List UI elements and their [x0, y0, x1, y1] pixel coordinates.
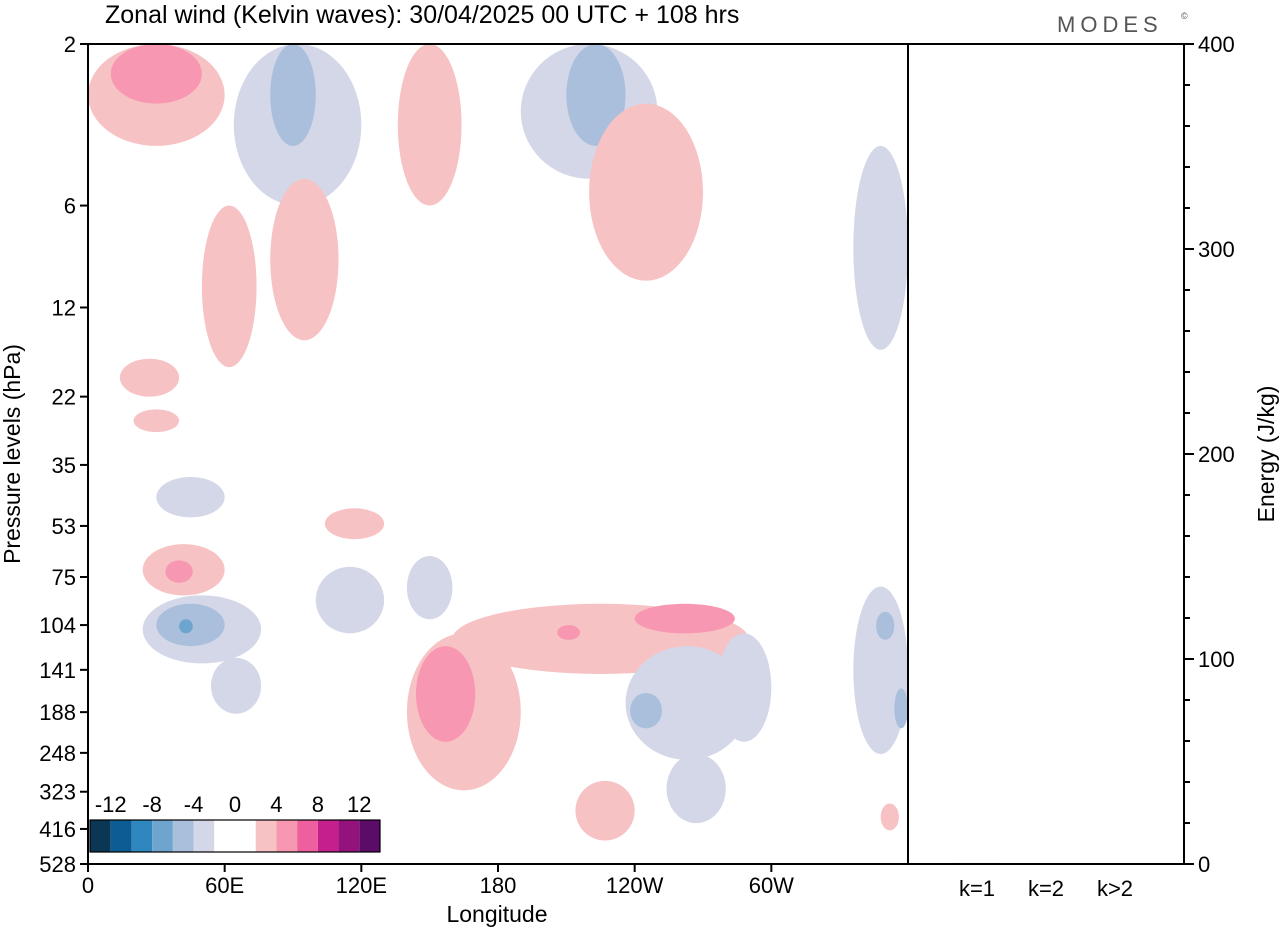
contour-positive-1 — [575, 780, 635, 841]
y-tick-label: 2 — [64, 32, 76, 57]
y-axis-title: Pressure levels (hPa) — [0, 344, 25, 564]
contour-negative-1 — [666, 754, 726, 824]
contour-negative-1 — [716, 633, 772, 742]
contour-positive-2 — [165, 560, 193, 583]
colorbar-swatch — [235, 820, 256, 852]
colorbar-swatch — [131, 820, 153, 852]
contour-positive-2 — [634, 603, 735, 634]
x-tick-label: 120E — [336, 873, 387, 898]
y-tick-label: 248 — [39, 741, 76, 766]
contour-negative-2 — [876, 611, 895, 640]
contour-positive-1 — [119, 358, 180, 397]
contour-positive-1 — [133, 409, 180, 433]
contour-negative-1 — [853, 145, 909, 350]
contour-negative-1 — [156, 477, 225, 518]
chart-title: Zonal wind (Kelvin waves): 30/04/2025 00… — [105, 1, 739, 29]
x-tick-label: 60E — [205, 873, 244, 898]
colorbar-label: -12 — [95, 792, 127, 817]
y-tick-label: 22 — [52, 385, 76, 410]
colorbar-label: -8 — [142, 792, 162, 817]
contour-positive-1 — [270, 178, 339, 341]
brand-logo: MODES — [1057, 12, 1163, 37]
x-tick-label: 0 — [82, 873, 94, 898]
x-tick-label: 60W — [749, 873, 794, 898]
colorbar-swatch — [338, 820, 360, 852]
contour-layer — [87, 44, 909, 841]
contour-positive-1 — [324, 508, 385, 540]
y-tick-label: 188 — [39, 700, 76, 725]
energy-axis-title: Energy (J/kg) — [1253, 386, 1279, 523]
y-tick-label: 104 — [39, 613, 76, 638]
colorbar-swatch — [276, 820, 298, 852]
y-tick-label: 53 — [52, 514, 76, 539]
x-tick-label: 120W — [606, 873, 664, 898]
contour-negative-3 — [179, 619, 193, 634]
energy-category-label: k=2 — [1028, 876, 1064, 901]
x-tick-label: 180 — [480, 873, 517, 898]
colorbar-label: 4 — [270, 792, 282, 817]
colorbar-swatch — [317, 820, 339, 852]
contour-positive-1 — [201, 205, 257, 368]
contour-positive-1 — [397, 44, 462, 206]
contour-positive-2 — [557, 625, 580, 640]
energy-axes: 0 100 200 300 400 k=1 k=2 k>2 — [907, 32, 1235, 901]
x-axis-title: Longitude — [446, 901, 547, 927]
contour-negative-1 — [406, 555, 453, 620]
energy-category-label: k>2 — [1097, 876, 1133, 901]
y-tick-label: 528 — [39, 852, 76, 877]
colorbar-swatch — [110, 820, 132, 852]
colorbar-label: 8 — [312, 792, 324, 817]
energy-tick-label: 300 — [1198, 237, 1235, 262]
energy-tick-label: 400 — [1198, 32, 1235, 57]
contour-negative-1 — [315, 566, 385, 634]
colorbar-label: 0 — [229, 792, 241, 817]
contour-negative-1 — [211, 657, 262, 714]
colorbar-swatch — [359, 820, 380, 852]
colorbar-label: -4 — [184, 792, 204, 817]
colorbar-label: 12 — [347, 792, 371, 817]
y-tick-label: 323 — [39, 780, 76, 805]
colorbar-swatch — [152, 820, 173, 852]
y-tick-label: 35 — [52, 453, 76, 478]
y-tick-label: 141 — [39, 658, 76, 683]
energy-tick-label: 200 — [1198, 442, 1235, 467]
colorbar-swatch — [172, 820, 194, 852]
contour-negative-2 — [630, 692, 662, 729]
colorbar-frame — [89, 819, 381, 853]
colorbar-swatch — [193, 820, 215, 852]
contour-positive-2 — [110, 44, 202, 104]
y-tick-label: 75 — [52, 565, 76, 590]
colorbar-swatch — [297, 820, 318, 852]
energy-tick-label: 100 — [1198, 647, 1235, 672]
contour-negative-2 — [894, 688, 909, 729]
contour-positive-1 — [589, 103, 703, 281]
contour-negative-1 — [853, 586, 909, 755]
contour-negative-2 — [566, 44, 626, 146]
heatmap-axes: 0 60E 120E 180 120W 60W 2 6 12 22 35 53 75 104 141 188 2… — [39, 32, 909, 898]
y-tick-label: 416 — [39, 817, 76, 842]
energy-tick-label: 0 — [1198, 852, 1210, 877]
energy-category-label: k=1 — [959, 876, 995, 901]
energy-frame — [907, 43, 1185, 865]
brand-copyright-mark: © — [1181, 11, 1188, 21]
contour-positive-2 — [416, 646, 476, 742]
colorbar-swatch — [90, 820, 111, 852]
colorbar-swatch — [214, 820, 235, 852]
y-tick-label: 12 — [52, 295, 76, 320]
colorbar-swatch — [255, 820, 277, 852]
contour-negative-2 — [270, 44, 316, 146]
y-tick-label: 6 — [64, 194, 76, 219]
colorbar: -12 -8 -4 0 4 8 12 — [89, 792, 381, 853]
contour-positive-1 — [880, 803, 899, 831]
